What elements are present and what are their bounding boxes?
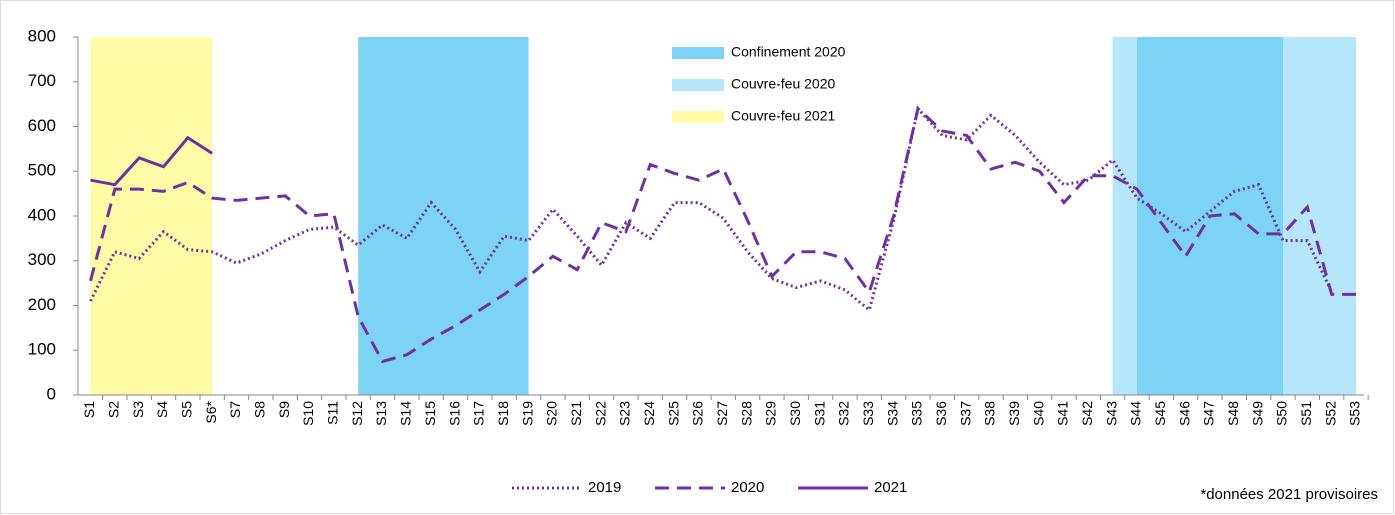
legend-swatch <box>672 111 724 123</box>
x-tick-label: S45 <box>1152 401 1168 426</box>
x-tick-label: S21 <box>568 401 584 426</box>
x-tick-label: S41 <box>1055 401 1071 426</box>
x-tick-label: S18 <box>495 401 511 426</box>
period-band <box>358 37 529 395</box>
footnote: *données 2021 provisoires <box>1200 486 1378 503</box>
legend-swatch <box>672 79 724 91</box>
x-tick-label: S24 <box>641 401 657 426</box>
x-tick-label: S44 <box>1128 401 1144 426</box>
x-tick-label: S51 <box>1298 401 1314 426</box>
legend-label: 2021 <box>874 479 907 496</box>
y-tick-label: 600 <box>28 116 56 135</box>
x-tick-label: S25 <box>665 401 681 426</box>
x-tick-label: S3 <box>130 401 146 418</box>
x-tick-label: S42 <box>1079 401 1095 426</box>
x-tick-label: S27 <box>714 401 730 426</box>
x-tick-label: S50 <box>1274 401 1290 426</box>
period-band <box>90 37 213 395</box>
legend-label: Couvre-feu 2020 <box>731 76 836 92</box>
y-tick-label: 200 <box>28 295 56 314</box>
x-tick-label: S40 <box>1030 401 1046 426</box>
x-tick-label: S23 <box>617 401 633 426</box>
x-tick-label: S31 <box>811 401 827 426</box>
x-tick-label: S34 <box>884 401 900 426</box>
legend-label: 2019 <box>588 479 621 496</box>
x-tick-label: S26 <box>690 401 706 426</box>
y-tick-label: 700 <box>28 71 56 90</box>
period-band <box>1112 37 1137 395</box>
y-tick-label: 100 <box>28 340 56 359</box>
x-tick-label: S2 <box>106 401 122 418</box>
x-tick-label: S46 <box>1176 401 1192 426</box>
x-tick-label: S35 <box>909 401 925 426</box>
x-tick-label: S48 <box>1225 401 1241 426</box>
x-tick-label: S47 <box>1201 401 1217 426</box>
x-tick-label: S36 <box>933 401 949 426</box>
period-band <box>1282 37 1356 395</box>
series-line <box>89 105 1356 364</box>
legend-label: 2020 <box>731 479 764 496</box>
x-tick-label: S22 <box>592 401 608 426</box>
x-tick-label: S1 <box>81 401 97 418</box>
x-tick-label: S13 <box>373 401 389 426</box>
x-tick-label: S14 <box>398 401 414 426</box>
y-tick-label: 800 <box>28 26 56 45</box>
x-tick-label: S6* <box>203 400 219 423</box>
x-tick-label: S12 <box>349 401 365 426</box>
x-tick-label: S4 <box>154 401 170 418</box>
x-tick-label: S10 <box>300 401 316 426</box>
x-tick-label: S53 <box>1347 401 1363 426</box>
x-tick-label: S37 <box>957 401 973 426</box>
legend-label: Confinement 2020 <box>731 44 846 60</box>
x-tick-label: S38 <box>982 401 998 426</box>
x-tick-label: S28 <box>738 401 754 426</box>
x-tick-label: S7 <box>227 401 243 418</box>
x-tick-label: S32 <box>836 401 852 426</box>
y-tick-label: 500 <box>28 161 56 180</box>
x-tick-label: S17 <box>471 401 487 426</box>
x-tick-label: S5 <box>179 401 195 418</box>
x-tick-label: S16 <box>446 401 462 426</box>
x-tick-label: S33 <box>860 401 876 426</box>
x-tick-label: S29 <box>763 401 779 426</box>
x-tick-label: S49 <box>1249 401 1265 426</box>
legend-label: Couvre-feu 2021 <box>731 108 836 124</box>
y-tick-label: 400 <box>28 205 56 224</box>
x-tick-label: S30 <box>787 401 803 426</box>
x-tick-label: S20 <box>544 401 560 426</box>
legend-swatch <box>672 47 724 59</box>
x-tick-label: S8 <box>252 401 268 418</box>
y-tick-label: 0 <box>47 384 56 403</box>
x-tick-label: S15 <box>422 401 438 426</box>
series-line <box>89 105 1334 313</box>
x-tick-label: S43 <box>1103 401 1119 426</box>
x-tick-label: S52 <box>1322 401 1338 426</box>
y-tick-label: 300 <box>28 250 56 269</box>
x-tick-label: S39 <box>1006 401 1022 426</box>
x-tick-label: S11 <box>325 401 341 425</box>
x-tick-label: S19 <box>519 401 535 426</box>
x-tick-label: S9 <box>276 401 292 418</box>
series-line <box>90 135 213 187</box>
